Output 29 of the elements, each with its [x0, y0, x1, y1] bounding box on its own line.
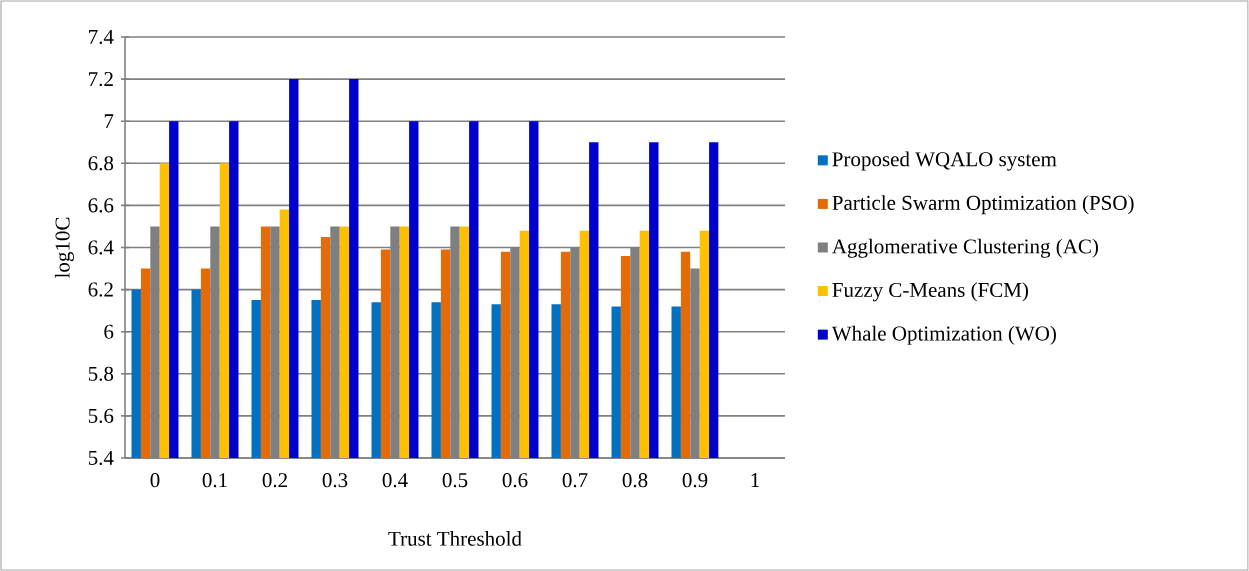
x-tick-label: 0.3 [322, 473, 348, 488]
y-tick-label: 7.4 [89, 29, 114, 45]
y-tick-label: 6.2 [88, 282, 113, 297]
y-tick-label: 5.4 [88, 450, 114, 466]
legend-label: Whale Optimization (WO) [831, 325, 1056, 345]
x-tick-label: 0.7 [562, 473, 588, 488]
x-tick-label: 0.2 [262, 473, 287, 488]
legend-label: Proposed WQALO system [832, 151, 1057, 171]
y-tick-label: 6.4 [88, 240, 114, 255]
x-tick-label: 0.6 [502, 473, 528, 488]
legend-label: Agglomerative Clustering (AC) [832, 238, 1098, 258]
y-tick-label: 6.8 [88, 156, 114, 171]
y-tick-label: 6 [104, 324, 114, 339]
legend-label: Fuzzy C-Means (FCM) [832, 282, 1028, 302]
legend-label: Particle Swarm Optimization (PSO) [832, 195, 1134, 215]
x-tick-label: 0.9 [682, 473, 708, 488]
x-axis-title: Trust Threshold [388, 531, 522, 546]
y-tick-label: 7.2 [89, 72, 113, 87]
y-tick-label: 5.8 [88, 366, 114, 381]
y-tick-label: 7 [104, 114, 114, 129]
x-tick-label: 0.5 [442, 473, 468, 488]
y-tick-label: 6.6 [88, 198, 114, 213]
x-tick-label: 0.4 [382, 473, 408, 488]
x-tick-label: 0 [150, 473, 160, 488]
y-tick-label: 5.6 [88, 408, 114, 423]
x-tick-label: 1 [751, 473, 759, 487]
x-tick-label: 0.1 [202, 473, 227, 488]
y-axis-title: log10C [54, 217, 74, 278]
x-tick-label: 0.8 [622, 473, 648, 488]
